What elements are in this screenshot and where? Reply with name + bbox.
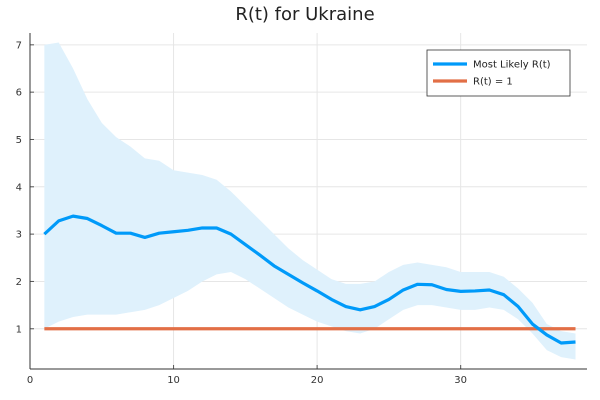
y-tick-label: 1 (16, 324, 22, 335)
x-tick-label: 30 (454, 375, 467, 386)
y-tick-label: 6 (16, 88, 22, 99)
legend-label-most-likely-rt: Most Likely R(t) (473, 60, 551, 71)
confidence-band-layer (44, 42, 576, 360)
chart-title: R(t) for Ukraine (235, 4, 374, 25)
axes (29, 33, 587, 370)
tick-labels: 0 10 20 30 1 2 3 4 5 6 7 (16, 40, 467, 386)
confidence-band (44, 42, 576, 360)
y-tick-label: 5 (16, 135, 22, 146)
x-tick-label: 0 (27, 375, 33, 386)
y-tick-label: 2 (16, 277, 22, 288)
y-tick-label: 7 (16, 40, 22, 51)
legend-label-rt-equals-1: R(t) = 1 (473, 77, 513, 88)
legend: Most Likely R(t) R(t) = 1 (426, 49, 571, 97)
y-tick-label: 3 (16, 230, 22, 241)
series-layer (43, 214, 576, 345)
legend-box (426, 49, 571, 97)
x-tick-label: 20 (311, 375, 324, 386)
series-line-most-likely-rt (43, 214, 576, 345)
y-tick-label: 4 (16, 182, 22, 193)
x-tick-label: 10 (167, 375, 180, 386)
